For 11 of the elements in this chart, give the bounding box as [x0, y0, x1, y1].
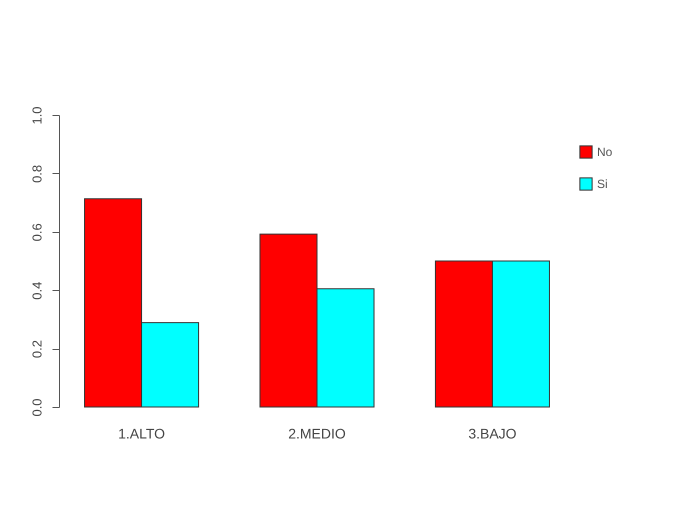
y-tick-label: 0.0: [30, 398, 44, 417]
y-tick-label: 0.4: [30, 282, 44, 300]
y-tick-label: 0.6: [30, 223, 44, 242]
y-tick-label: 0.8: [30, 164, 44, 183]
y-tick-label: 0.2: [30, 340, 44, 358]
y-tick-label: 1.0: [30, 106, 44, 125]
x-tick-label: 3.BAJO: [468, 426, 517, 442]
x-tick-label: 2.MEDIO: [288, 426, 346, 442]
x-tick-label: 1.ALTO: [118, 426, 166, 442]
legend-label: No: [597, 145, 613, 159]
legend-label: Si: [597, 177, 608, 191]
